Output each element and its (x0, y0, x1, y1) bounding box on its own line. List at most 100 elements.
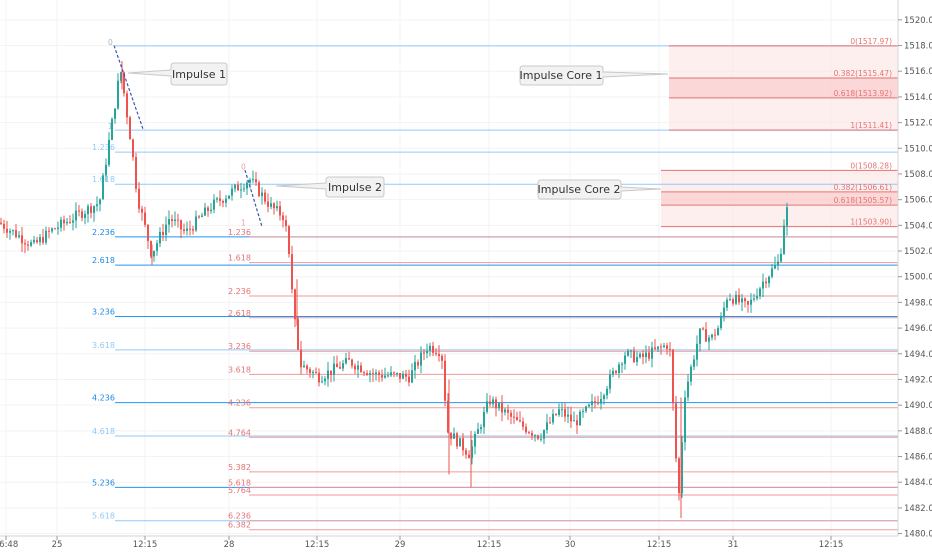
candle-96 (288, 224, 290, 258)
candle-body (726, 299, 728, 308)
candle-6 (18, 230, 20, 239)
candle-192 (576, 414, 578, 435)
price-tick-label-9: 1498.00 (904, 298, 932, 308)
candle-220 (660, 343, 662, 355)
candle-164 (492, 396, 494, 408)
candle-137 (411, 363, 413, 384)
callout-impulse-1[interactable]: Impulse 1 (127, 62, 228, 86)
candle-body (183, 229, 185, 231)
candle-176 (528, 430, 530, 435)
candle-114 (342, 359, 344, 372)
candle-body (474, 433, 476, 447)
candle-body (180, 220, 182, 230)
fib2-label-12: 6.382 (228, 521, 251, 530)
fib2-label-0: 1.236 (228, 228, 251, 237)
candle-body (309, 369, 311, 373)
candle-108 (324, 376, 326, 386)
candle-body (99, 199, 101, 205)
candle-190 (570, 406, 572, 428)
candle-181 (543, 429, 545, 445)
candle-body (27, 244, 29, 246)
candle-200 (600, 391, 602, 410)
candle-body (477, 429, 479, 434)
candle-44 (132, 138, 134, 161)
time-axis[interactable]: 16:48 25 12:15 28 12:15 29 12:15 30 12:15 31 12:15 (0, 535, 898, 550)
candle-178 (534, 434, 536, 442)
callout-impulse-core-2[interactable]: Impulse Core 2 (537, 179, 662, 200)
candle-80 (240, 182, 242, 199)
candle-body (759, 288, 761, 297)
candle-140 (420, 346, 422, 374)
fib1-level-0-label: 0 (108, 38, 113, 47)
candle-224 (672, 348, 674, 411)
price-tick-label-12: 1504.00 (904, 221, 932, 231)
candle-89 (267, 193, 269, 213)
price-axis[interactable]: 1480.00 1482.00 1484.00 1486.00 1488.00 1490.… (897, 0, 932, 540)
fib1-level-1-label: 1 (108, 122, 113, 131)
candle-2 (6, 220, 8, 239)
candle-182 (546, 413, 548, 434)
candle-body (687, 381, 689, 398)
candle-234 (702, 326, 704, 331)
candle-body (24, 243, 26, 245)
candle-body (267, 201, 269, 207)
candle-body (768, 276, 770, 284)
candle-body (546, 422, 548, 431)
candle-body (510, 412, 512, 417)
candle-body (144, 212, 146, 225)
price-tick-label-3: 1486.00 (904, 453, 932, 463)
candle-body (237, 184, 239, 191)
candle-body (285, 220, 287, 227)
candle-39 (117, 73, 119, 110)
candle-body (9, 230, 11, 233)
candle-17 (51, 227, 53, 234)
candle-body (438, 353, 440, 357)
candle-body (489, 401, 491, 405)
callout-impulse-2[interactable]: Impulse 2 (275, 176, 385, 198)
candle-40 (120, 71, 122, 84)
candle-151 (453, 427, 455, 439)
price-tick-label-19: 1518.00 (904, 42, 932, 52)
candle-206 (618, 362, 620, 379)
candle-body (483, 411, 485, 428)
candle-143 (429, 342, 431, 357)
candle-body (762, 281, 764, 289)
candle-body (354, 365, 356, 370)
candle-body (264, 192, 266, 202)
candle-body (102, 175, 104, 200)
candle-71 (213, 194, 215, 214)
candle-body (366, 373, 368, 375)
candle-body (243, 188, 245, 190)
time-tick-label-5: 29 (395, 540, 406, 550)
candle-body (306, 365, 308, 370)
candle-213 (639, 352, 641, 359)
candle-134 (402, 370, 404, 379)
candle-130 (390, 366, 392, 378)
fib1-label-6: 4.236 (92, 394, 115, 403)
fib2-level-1-label: 1 (241, 219, 246, 228)
core-1-label-2: 0.618(1513.92) (834, 89, 892, 98)
candle-236 (708, 335, 710, 351)
candle-body (414, 362, 416, 371)
candle-body (45, 230, 47, 243)
candle-body (744, 298, 746, 302)
callout-impulse-core-1[interactable]: Impulse Core 1 (519, 65, 669, 86)
core-1-band (669, 78, 898, 98)
candle-body (657, 346, 659, 349)
candle-177 (531, 430, 533, 440)
candle-210 (630, 349, 632, 359)
candle-24 (72, 213, 74, 231)
candle-230 (690, 364, 692, 386)
time-tick-label-6: 12:15 (477, 540, 502, 550)
candle-231 (693, 355, 695, 371)
candle-244 (732, 297, 734, 307)
candle-body (132, 139, 134, 158)
candle-body (774, 265, 776, 269)
candle-180 (540, 433, 542, 442)
price-tick-label-10: 1500.00 (904, 273, 932, 283)
candle-body (48, 230, 50, 232)
time-tick-label-7: 30 (565, 540, 576, 550)
candle-251 (753, 293, 755, 302)
candle-121 (363, 370, 365, 377)
candle-33 (99, 198, 101, 212)
